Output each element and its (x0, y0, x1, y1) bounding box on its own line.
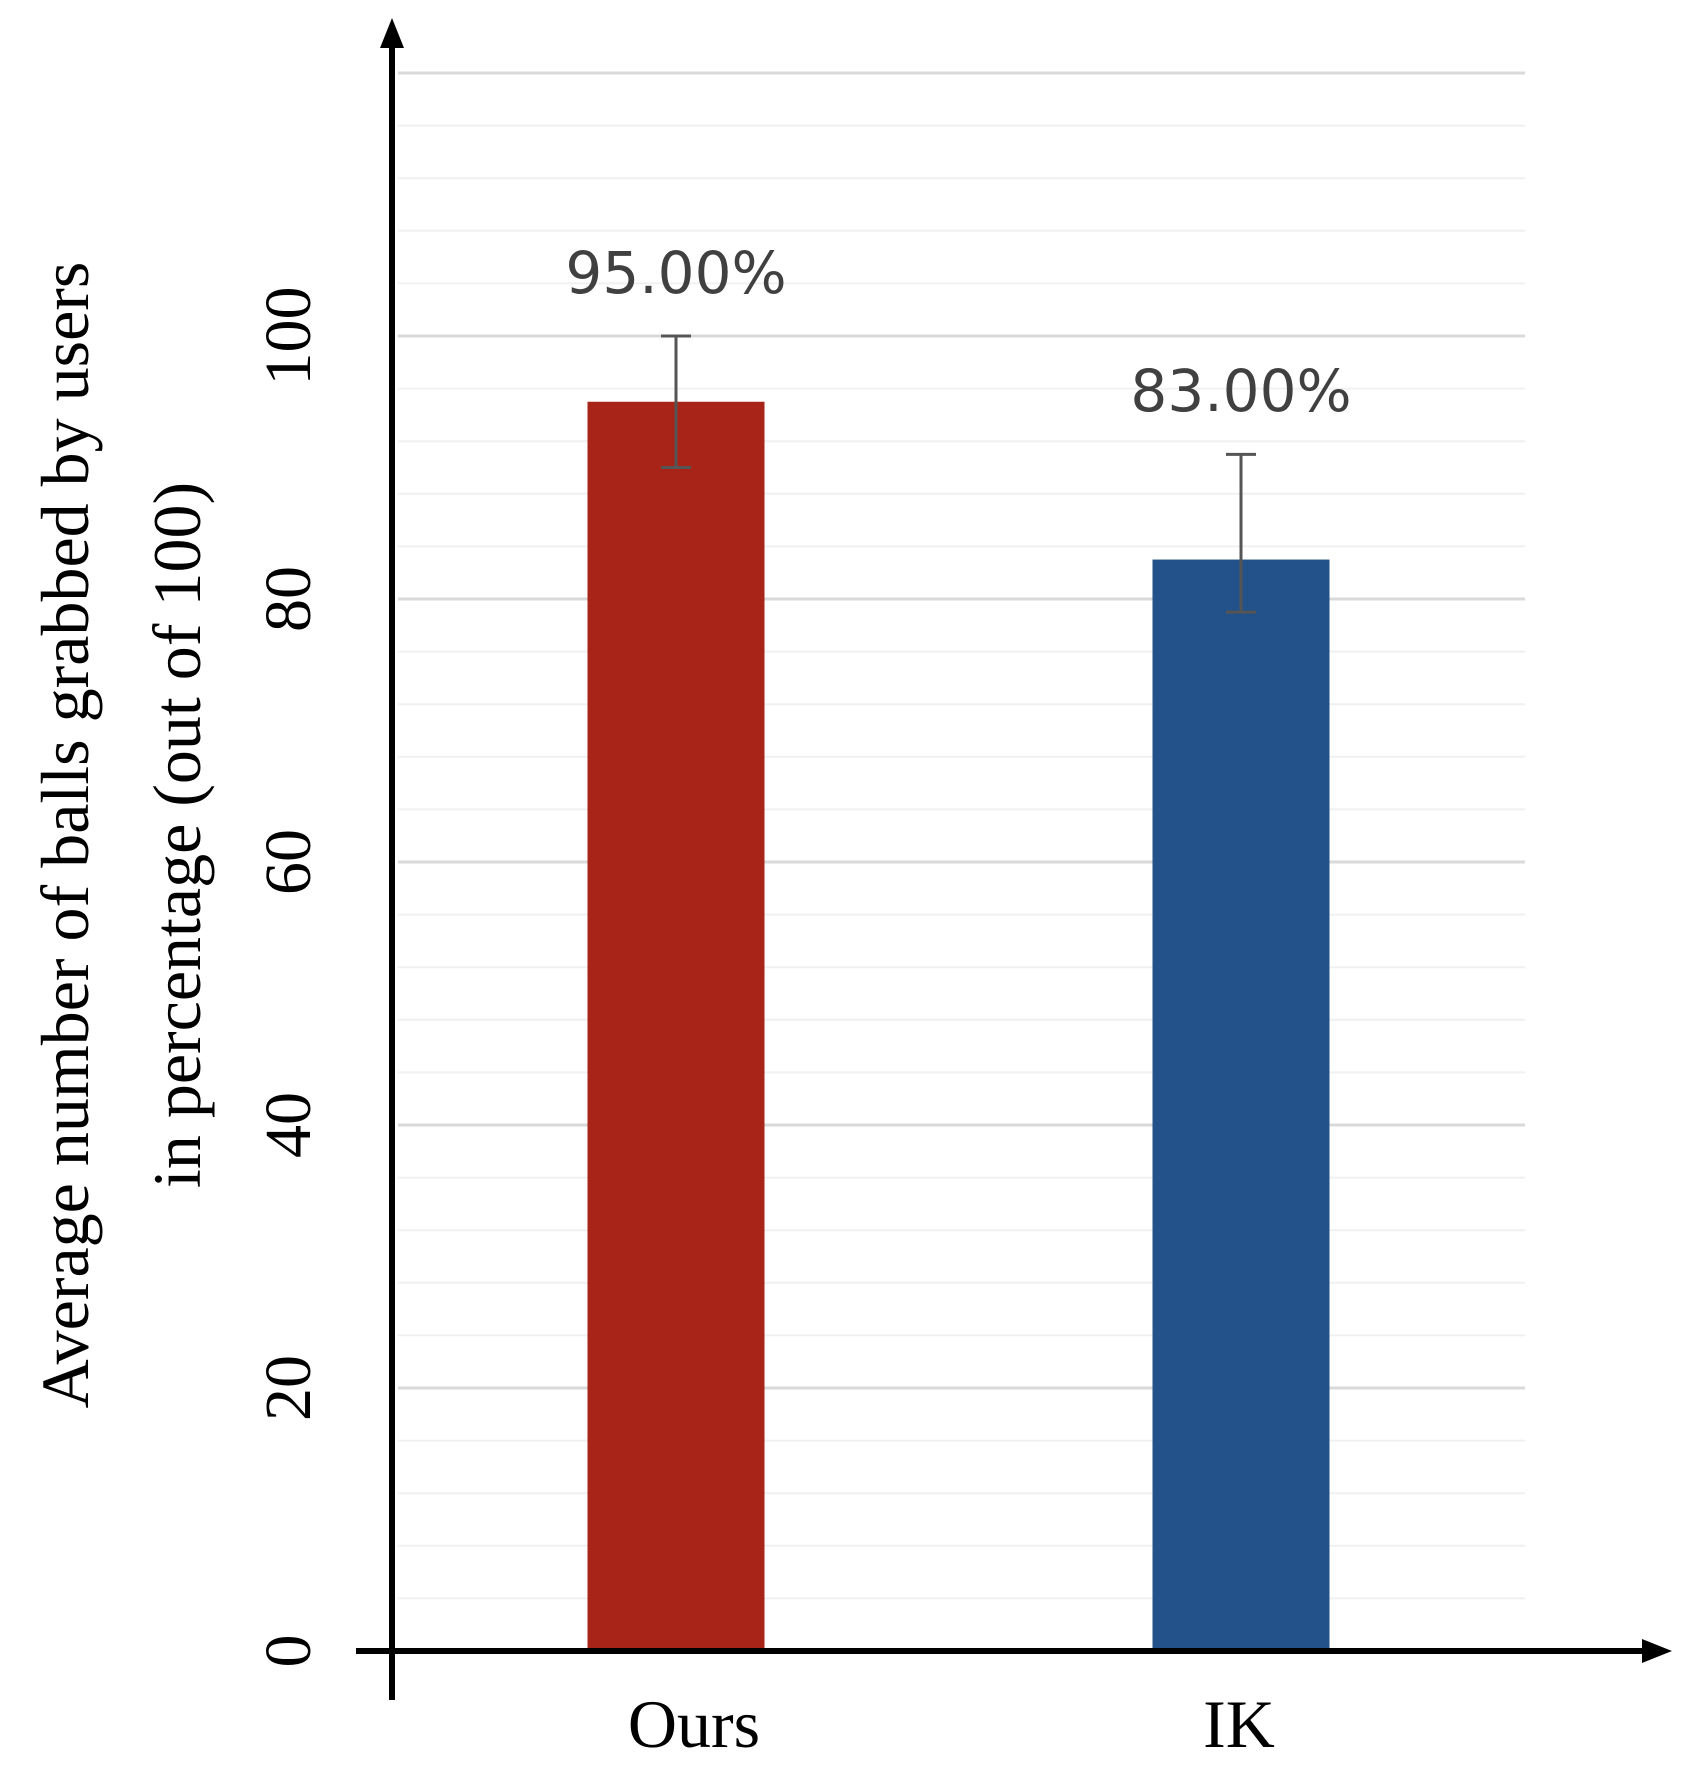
y-tick-labels: 0 20 40 60 80 100 (252, 287, 325, 1668)
bar-ik (1152, 559, 1330, 1651)
x-tick-labels: Ours IK (628, 1686, 1275, 1762)
y-tick-label: 100 (252, 287, 325, 386)
gridlines (398, 71, 1525, 1600)
y-tick-label: 60 (252, 829, 325, 895)
y-tick-label: 80 (252, 566, 325, 632)
y-tick-label: 0 (252, 1635, 325, 1668)
y-axis-title: in percentage (out of 100) (139, 482, 215, 1188)
data-label: 95.00% (565, 239, 786, 307)
bars (587, 401, 1330, 1651)
x-tick-label: IK (1203, 1686, 1275, 1762)
x-tick-label: Ours (628, 1686, 760, 1762)
data-labels: 95.00% 83.00% (565, 239, 1351, 425)
data-label: 83.00% (1130, 357, 1351, 425)
error-bars (661, 334, 1256, 614)
y-tick-label: 20 (252, 1355, 325, 1421)
x-axis-arrow (1642, 1639, 1672, 1663)
y-axis-arrow (380, 18, 404, 48)
y-axis-title: Average number of balls grabbed by users (27, 262, 103, 1409)
y-tick-label: 40 (252, 1092, 325, 1158)
bar-ours (587, 401, 765, 1651)
